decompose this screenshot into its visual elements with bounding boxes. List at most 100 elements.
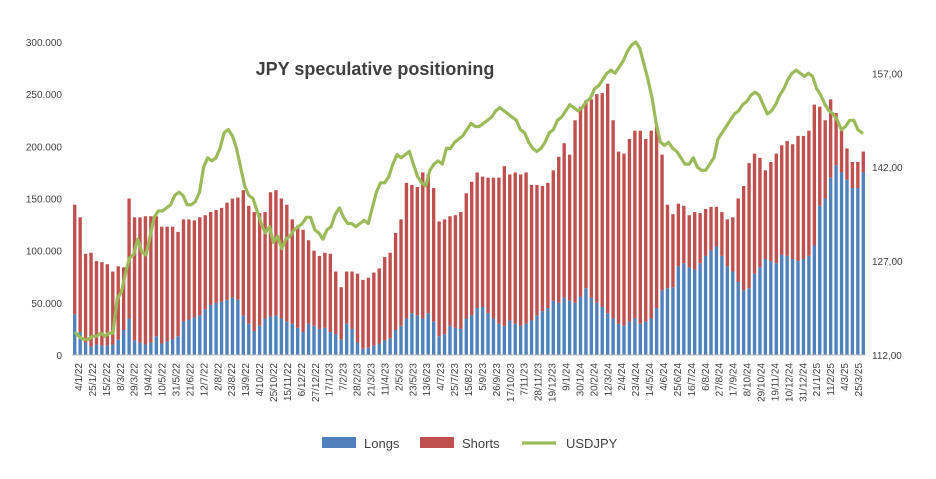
bar-shorts xyxy=(747,163,751,289)
bar-longs xyxy=(366,347,371,355)
bar-shorts xyxy=(78,217,82,333)
bar-longs xyxy=(812,245,817,355)
bar-longs xyxy=(709,250,713,355)
x-tick-label: 25/1/22 xyxy=(88,363,99,397)
bar-longs xyxy=(312,325,316,355)
right-tick-label: 142,00 xyxy=(872,163,903,174)
bar-shorts xyxy=(132,217,137,341)
x-tick-label: 27/12/22 xyxy=(311,363,322,402)
bar-shorts xyxy=(818,106,822,206)
left-tick-label: 50.000 xyxy=(31,299,62,310)
bar-shorts xyxy=(187,219,191,320)
bar-longs xyxy=(475,308,479,355)
bar-shorts xyxy=(410,184,414,314)
bar-shorts xyxy=(584,100,588,289)
x-tick-label: 19/11/24 xyxy=(771,363,782,402)
bar-longs xyxy=(763,259,768,355)
bar-shorts xyxy=(524,172,528,324)
bar-longs xyxy=(236,299,240,355)
bar-longs xyxy=(839,172,844,355)
bar-shorts xyxy=(785,141,789,256)
x-tick-label: 4/10/22 xyxy=(255,363,266,397)
right-tick-label: 112,00 xyxy=(872,351,902,362)
bar-longs xyxy=(448,325,452,355)
x-tick-label: 2/8/22 xyxy=(213,363,224,391)
bar-shorts xyxy=(741,185,746,291)
bar-longs xyxy=(323,327,327,355)
bar-longs xyxy=(111,344,115,355)
x-tick-label: 6/8/24 xyxy=(701,363,712,391)
bar-longs xyxy=(676,266,681,355)
bar-longs xyxy=(649,318,653,355)
bar-shorts xyxy=(780,145,784,255)
bar-shorts xyxy=(714,206,719,247)
bar-longs xyxy=(518,325,523,355)
bar-longs xyxy=(731,271,735,355)
bar-shorts xyxy=(801,135,806,260)
bar-shorts xyxy=(350,271,354,329)
bar-longs xyxy=(714,246,719,355)
bar-shorts xyxy=(807,130,811,256)
x-tick-label: 21/6/22 xyxy=(185,363,196,397)
bar-longs xyxy=(638,323,642,355)
bar-longs xyxy=(654,308,659,355)
legend-swatch-longs xyxy=(322,437,356,448)
bar-longs xyxy=(578,296,583,355)
bar-longs xyxy=(208,304,213,355)
x-tick-label: 31/12/24 xyxy=(798,363,809,402)
bar-longs xyxy=(399,325,403,355)
bar-longs xyxy=(834,165,838,355)
bar-longs xyxy=(421,318,425,355)
bar-longs xyxy=(296,327,300,355)
bar-shorts xyxy=(611,120,615,319)
x-tick-label: 17/9/24 xyxy=(729,363,740,397)
bar-shorts xyxy=(589,99,594,298)
x-tick-label: 12/7/22 xyxy=(199,363,210,397)
bar-longs xyxy=(491,318,496,355)
bar-shorts xyxy=(339,287,343,340)
bar-longs xyxy=(230,297,235,355)
bar-longs xyxy=(176,336,180,355)
bar-longs xyxy=(671,287,675,355)
bar-longs xyxy=(780,254,784,355)
bar-longs xyxy=(567,300,572,355)
bar-longs xyxy=(225,299,229,355)
bar-longs xyxy=(121,329,126,355)
bar-longs xyxy=(725,266,730,355)
bar-shorts xyxy=(703,208,708,256)
bar-longs xyxy=(83,342,88,355)
bar-shorts xyxy=(323,252,327,328)
bar-shorts xyxy=(491,177,496,319)
chart-title: JPY speculative positioning xyxy=(256,59,495,79)
x-tick-label: 4/7/23 xyxy=(436,363,447,391)
right-axis: 112,00 127,00 142,00 157,00 xyxy=(872,69,903,362)
x-tick-label: 8/10/24 xyxy=(743,363,754,397)
bar-longs xyxy=(268,316,273,355)
bar-shorts xyxy=(660,154,664,291)
bar-shorts xyxy=(252,212,256,332)
bar-longs xyxy=(796,261,800,355)
bar-shorts xyxy=(448,216,452,326)
bar-shorts xyxy=(470,181,474,316)
bar-shorts xyxy=(89,252,93,347)
x-tick-label: 31/5/22 xyxy=(172,363,183,397)
bar-longs xyxy=(198,315,202,355)
bar-shorts xyxy=(377,268,381,344)
usdjpy-line-group xyxy=(74,40,864,341)
bar-longs xyxy=(431,321,436,355)
bar-longs xyxy=(285,321,289,355)
bar-longs xyxy=(100,345,104,355)
bar-longs xyxy=(703,255,708,355)
bar-shorts xyxy=(383,256,387,341)
bar-shorts xyxy=(627,139,632,322)
bar-longs xyxy=(464,318,468,355)
bar-longs xyxy=(252,331,256,355)
x-tick-label: 15/11/22 xyxy=(283,363,294,402)
bar-shorts xyxy=(285,204,289,322)
bar-longs xyxy=(94,344,99,355)
bar-shorts xyxy=(214,209,218,303)
legend: Longs Shorts USDJPY xyxy=(322,436,618,451)
bar-shorts xyxy=(513,172,517,324)
bar-longs xyxy=(453,327,458,355)
bar-shorts xyxy=(633,130,637,319)
